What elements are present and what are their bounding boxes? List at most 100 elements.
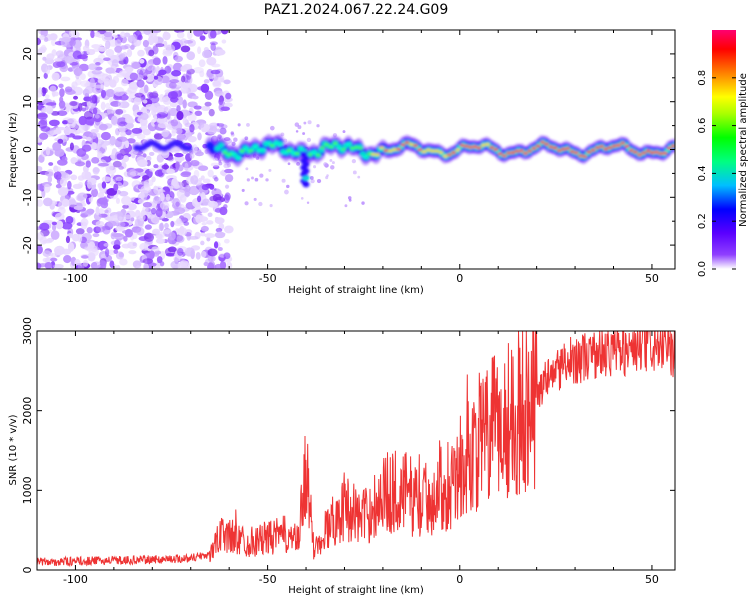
signal-peak — [514, 149, 520, 153]
snr-x-tick-label: 50 — [645, 573, 659, 586]
noise-blob — [65, 235, 71, 244]
signal-peak — [671, 144, 675, 148]
noise-blob — [139, 191, 145, 200]
noise-blob — [155, 105, 163, 114]
signal-peak — [548, 145, 554, 149]
noise-blob — [113, 86, 125, 97]
noise-blob — [170, 119, 179, 127]
noise-blob — [214, 263, 224, 269]
scatter-point — [331, 161, 335, 165]
scatter-point — [300, 197, 304, 200]
noise-blob — [124, 228, 134, 238]
noise-blob — [220, 30, 229, 35]
scatter-point — [295, 130, 299, 133]
snr-x-tick-label: 0 — [456, 573, 463, 586]
scatter-point — [316, 124, 320, 128]
noise-blob — [174, 55, 183, 63]
spectrogram-x-tick-label: -100 — [63, 272, 88, 285]
scatter-point — [251, 176, 254, 180]
noise-blob — [187, 135, 197, 143]
signal-core-mid — [318, 147, 325, 153]
scatter-point — [237, 123, 241, 127]
noise-blob — [183, 221, 190, 226]
noise-blob — [171, 70, 182, 77]
noise-blob — [89, 132, 98, 140]
noise-blob — [143, 232, 155, 243]
noise-blob — [203, 79, 210, 84]
scatter-point — [270, 125, 275, 131]
noise-blob — [126, 49, 133, 58]
noise-blob — [200, 232, 206, 237]
noise-blob — [61, 222, 73, 230]
scatter-point — [302, 132, 306, 136]
noise-blob — [53, 165, 59, 173]
noise-blob — [152, 228, 161, 235]
signal-peak — [383, 149, 389, 152]
noise-blob — [176, 31, 185, 39]
scatter-point — [329, 159, 333, 162]
spectrogram-x-tick-label: 50 — [645, 272, 659, 285]
noise-blob — [200, 240, 205, 246]
noise-blob — [201, 221, 207, 226]
noise-blob — [123, 235, 128, 242]
scatter-point — [303, 121, 307, 125]
signal-peak — [421, 150, 427, 154]
noise-blob — [169, 79, 180, 84]
spectrogram-y-tick-label: -20 — [21, 236, 34, 254]
noise-blob — [207, 212, 213, 217]
noise-blob — [116, 136, 128, 142]
signal-peak — [468, 145, 473, 149]
noise-blob — [69, 142, 74, 151]
noise-blob — [170, 220, 175, 228]
noise-blob — [101, 181, 107, 189]
noise-blob — [118, 190, 129, 197]
noise-blob — [43, 197, 53, 207]
colorbar-tick-label: 0.8 — [697, 70, 708, 86]
noise-blob — [104, 248, 110, 258]
noise-blob — [152, 35, 159, 44]
signal-peak — [442, 154, 448, 158]
noise-blob — [106, 220, 117, 227]
scatter-point — [326, 174, 329, 177]
noise-blob — [97, 197, 108, 205]
noise-blob — [119, 69, 130, 77]
signal-peak — [337, 146, 342, 150]
noise-blob — [92, 107, 98, 115]
noise-blob — [93, 84, 105, 89]
noise-blob — [148, 151, 155, 156]
noise-blob — [77, 175, 85, 181]
scatter-point — [361, 201, 365, 205]
noise-blob — [89, 77, 95, 87]
signal-band — [133, 134, 675, 188]
signal-peak — [485, 142, 490, 146]
noise-blob — [149, 168, 156, 172]
signal-peak — [345, 142, 351, 146]
noise-blob — [55, 184, 62, 189]
noise-blob — [129, 171, 141, 176]
signal-peak — [531, 147, 537, 150]
noise-blob — [215, 227, 223, 233]
signal-peak — [637, 153, 643, 157]
noise-blob — [174, 155, 185, 162]
signal-peak — [434, 149, 440, 153]
noise-blob — [120, 31, 126, 38]
noise-blob — [153, 164, 159, 169]
noise-blob — [50, 257, 58, 262]
signal-peak — [248, 149, 254, 153]
noise-blob — [159, 149, 169, 156]
noise-blob — [109, 135, 116, 146]
noise-blob — [138, 212, 146, 222]
noise-blob — [182, 99, 187, 109]
noise-blob — [184, 190, 191, 197]
noise-blob — [173, 152, 184, 158]
scatter-point — [246, 123, 250, 127]
noise-blob — [60, 37, 68, 48]
noise-blob — [125, 129, 132, 136]
signal-peak — [582, 155, 588, 158]
noise-blob — [185, 70, 192, 80]
noise-blob — [156, 256, 163, 264]
noise-blob — [97, 54, 106, 63]
noise-blob — [129, 72, 139, 81]
noise-blob — [118, 94, 129, 101]
noise-blob — [142, 201, 153, 208]
